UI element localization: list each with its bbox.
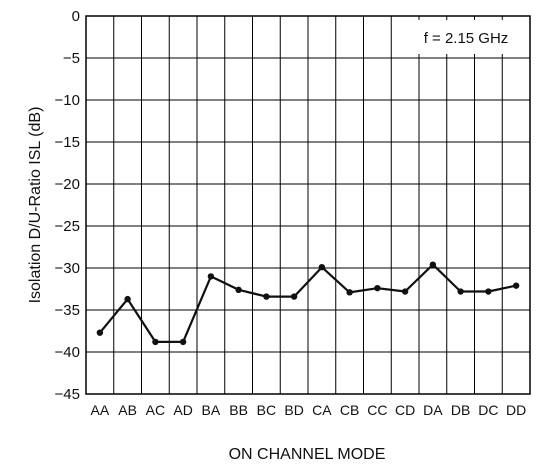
y-tick-labels: 0 −5 −10 −15 −20 −25 −30 −35 −40 −45 (55, 8, 80, 403)
data-series (96, 261, 520, 346)
annotation-background (402, 20, 530, 54)
series-line (99, 263, 517, 343)
data-point (152, 338, 159, 346)
x-tick-label: AD (173, 402, 192, 418)
y-tick-label: 0 (72, 8, 80, 25)
data-point (485, 288, 492, 295)
y-tick-label: −45 (55, 386, 80, 403)
x-tick-label: CB (340, 402, 359, 418)
x-tick-label: CD (395, 402, 415, 418)
y-tick-label: −20 (55, 176, 80, 193)
y-tick-label: −30 (55, 260, 80, 277)
data-point (457, 288, 464, 295)
data-point (318, 263, 326, 271)
y-axis-label: Isolation D/U-Ratio ISL (dB) (27, 107, 44, 304)
grid (85, 15, 531, 395)
data-point (179, 338, 187, 346)
x-tick-label: CA (312, 402, 332, 418)
data-point (290, 293, 298, 300)
x-tick-label: AB (118, 402, 137, 418)
y-tick-label: −35 (55, 302, 80, 319)
data-point (124, 295, 131, 303)
data-point (207, 273, 215, 280)
data-point (429, 261, 437, 268)
data-point (96, 329, 104, 336)
x-tick-label: DC (478, 402, 498, 418)
x-tick-label: BD (284, 402, 303, 418)
x-tick-label: DD (506, 402, 526, 418)
x-tick-label: DB (451, 402, 470, 418)
x-axis-label: ON CHANNEL MODE (229, 446, 386, 463)
data-point (401, 288, 409, 295)
data-point (235, 286, 242, 294)
y-tick-label: −10 (55, 92, 80, 109)
x-tick-label: CC (367, 402, 387, 418)
x-tick-labels: AA AB AC AD BA BB BC BD CA CB CC CD DA DB DC DD (91, 402, 527, 418)
x-tick-label: DA (423, 402, 443, 418)
x-tick-label: BC (257, 402, 276, 418)
x-tick-label: BA (202, 402, 221, 418)
y-tick-label: −40 (55, 344, 80, 361)
x-tick-label: BB (229, 402, 248, 418)
data-point (374, 284, 381, 292)
data-point (263, 293, 270, 300)
plot-frame (85, 15, 531, 395)
y-tick-label: −25 (55, 218, 80, 235)
x-tick-label: AA (91, 402, 110, 418)
data-point (512, 282, 520, 289)
y-tick-label: −15 (55, 134, 80, 151)
data-point (346, 289, 353, 296)
y-tick-label: −5 (63, 50, 80, 67)
x-tick-label: AC (146, 402, 165, 418)
frequency-annotation: f = 2.15 GHz (424, 30, 509, 47)
